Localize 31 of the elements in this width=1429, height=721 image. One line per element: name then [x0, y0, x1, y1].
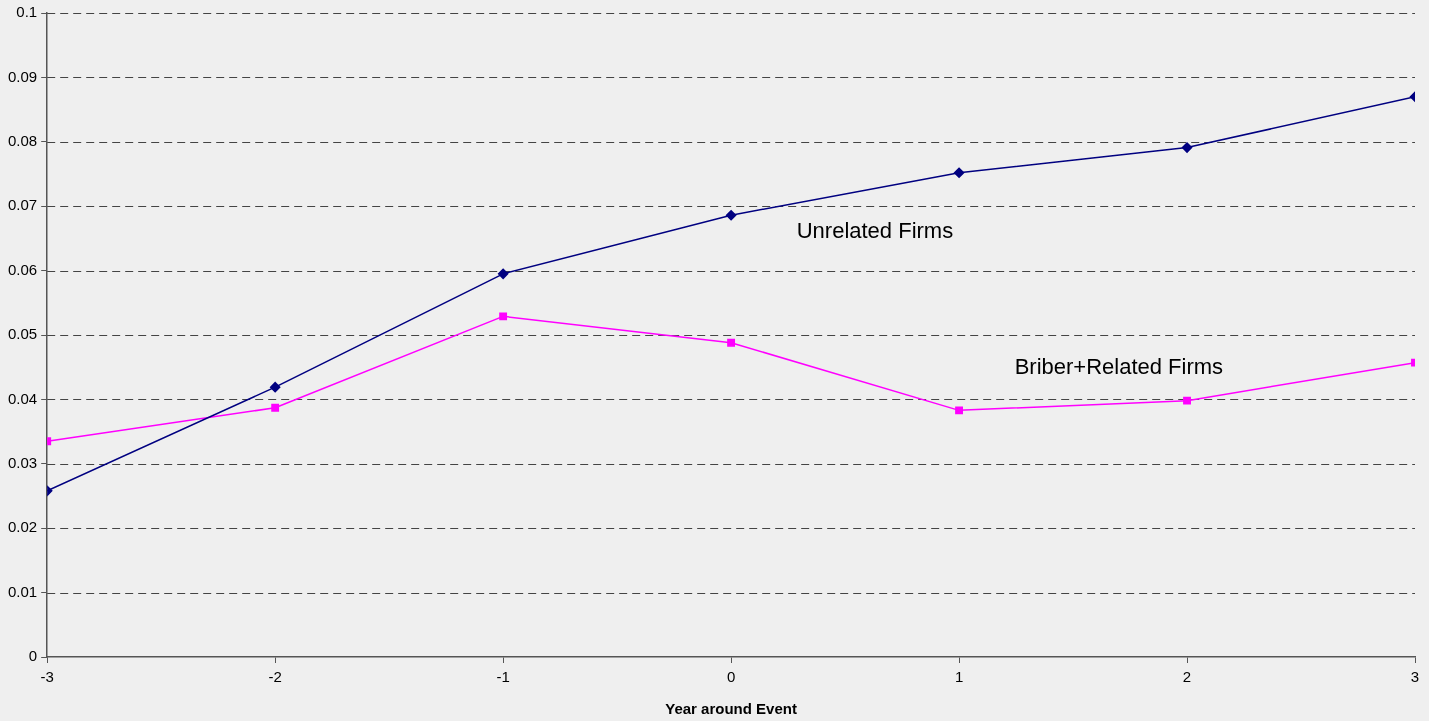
x-tick-label: 3: [1410, 668, 1420, 686]
y-tick-label: 0.01: [7, 582, 38, 600]
x-tick-label: -2: [268, 668, 282, 686]
point: [725, 209, 737, 221]
y-tick-label: 0.08: [7, 131, 38, 149]
series-label: Briber+Related Firms: [1014, 353, 1224, 379]
point: [497, 268, 509, 280]
point: [499, 312, 508, 321]
y-tick-label: 0.1: [16, 3, 38, 21]
x-tick-label: 0: [726, 668, 736, 686]
point: [1183, 396, 1191, 405]
point: [1181, 142, 1193, 153]
x-tick-label: 2: [1182, 668, 1192, 686]
x-tick-label: -1: [496, 668, 510, 686]
point: [953, 167, 965, 178]
series-label: Unrelated Firms: [796, 218, 954, 244]
y-tick-label: 0.09: [7, 67, 38, 85]
point: [955, 406, 963, 415]
y-tick-label: 0.05: [7, 325, 38, 343]
y-tick-label: 0.04: [7, 389, 38, 407]
point: [269, 381, 281, 393]
x-tick-label: 1: [954, 668, 964, 686]
y-tick-label: 0.03: [7, 453, 38, 471]
point: [271, 403, 280, 412]
y-tick-label: 0: [28, 647, 38, 665]
y-tick-label: 0.02: [7, 518, 38, 536]
x-tick-label: -3: [40, 668, 54, 686]
x-axis-title: Year around Event: [665, 700, 797, 718]
point: [727, 338, 736, 347]
y-tick-label: 0.07: [7, 196, 38, 214]
y-tick-label: 0.06: [7, 260, 38, 278]
